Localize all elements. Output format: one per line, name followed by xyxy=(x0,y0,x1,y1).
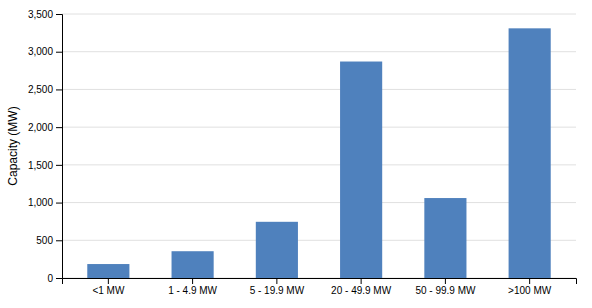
x-tick-mark xyxy=(445,278,446,284)
y-tick-mark xyxy=(56,89,62,90)
y-tick: 500 xyxy=(36,235,62,246)
y-axis: 0 500 1,000 1,500 2,000 2,500 3,000 3,500 xyxy=(28,9,63,284)
x-tick-label: >100 MW xyxy=(508,285,552,296)
x-tick-label: 20 - 49.9 MW xyxy=(331,285,392,296)
bar xyxy=(340,62,382,278)
x-tick: 1 - 4.9 MW xyxy=(168,278,217,296)
x-tick: <1 MW xyxy=(92,278,125,296)
x-tick-label: 1 - 4.9 MW xyxy=(168,285,217,296)
grid-line xyxy=(62,51,576,52)
grid xyxy=(62,14,576,278)
y-tick: 2,500 xyxy=(28,84,62,95)
grid-line xyxy=(62,127,576,128)
y-tick: 1,000 xyxy=(28,197,62,208)
x-tick: 50 - 99.9 MW xyxy=(415,278,476,296)
x-tick: >100 MW xyxy=(508,278,552,296)
y-tick: 2,000 xyxy=(28,122,62,133)
y-tick-mark xyxy=(56,240,62,241)
grid-line xyxy=(62,14,576,15)
grid-line xyxy=(62,164,576,165)
y-tick-label: 1,000 xyxy=(28,197,53,208)
bars xyxy=(87,28,550,278)
y-tick-mark xyxy=(56,127,62,128)
y-axis-title: Capacity (MW) xyxy=(6,106,20,185)
bar xyxy=(87,264,129,278)
x-axis: <1 MW 1 - 4.9 MW 5 - 19.9 MW 20 - 49.9 MW 50… xyxy=(63,278,577,296)
x-tick: 5 - 19.9 MW xyxy=(250,278,305,296)
x-tick-mark xyxy=(276,278,277,284)
x-tick: 20 - 49.9 MW xyxy=(331,278,392,296)
y-tick-mark xyxy=(56,165,62,166)
y-tick-label: 2,000 xyxy=(28,122,53,133)
y-tick: 0 xyxy=(47,273,62,284)
x-tick-label: 5 - 19.9 MW xyxy=(250,285,305,296)
bar xyxy=(172,251,214,278)
x-tick-mark xyxy=(108,278,109,284)
x-axis-line xyxy=(63,279,577,285)
y-tick: 3,500 xyxy=(28,9,62,20)
bar xyxy=(509,28,551,278)
y-tick-mark xyxy=(56,203,62,204)
grid-line xyxy=(62,202,576,203)
bar xyxy=(424,198,466,278)
y-tick-mark xyxy=(56,52,62,53)
x-tick-label: 50 - 99.9 MW xyxy=(415,285,476,296)
y-tick-label: 3,000 xyxy=(28,46,53,57)
y-tick-mark xyxy=(56,14,62,15)
grid-line xyxy=(62,240,576,241)
y-tick: 1,500 xyxy=(28,160,62,171)
y-tick-label: 500 xyxy=(36,235,53,246)
grid-line xyxy=(62,89,576,90)
y-tick-label: 0 xyxy=(47,273,53,284)
chart: 0 500 1,000 1,500 2,000 2,500 3,000 3,500 <1 MW 1… xyxy=(0,0,592,308)
x-tick-mark xyxy=(529,278,530,284)
x-tick-mark xyxy=(361,278,362,284)
y-tick-label: 3,500 xyxy=(28,9,53,20)
y-tick-mark xyxy=(56,278,62,279)
y-axis-line xyxy=(56,15,63,279)
y-tick-label: 2,500 xyxy=(28,84,53,95)
x-tick-label: <1 MW xyxy=(92,285,125,296)
plot: 0 500 1,000 1,500 2,000 2,500 3,000 3,500 <1 MW 1… xyxy=(28,9,577,296)
x-tick-mark xyxy=(192,278,193,284)
y-tick-label: 1,500 xyxy=(28,160,53,171)
bar xyxy=(256,222,298,278)
y-tick: 3,000 xyxy=(28,46,62,57)
